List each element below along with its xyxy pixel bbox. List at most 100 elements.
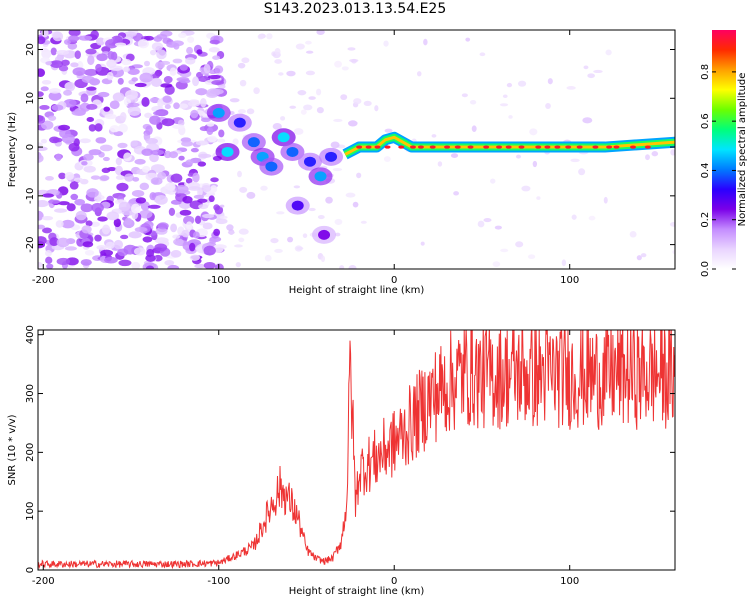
noise-speck <box>238 237 245 243</box>
noise-speck <box>188 186 201 191</box>
noise-speck <box>145 254 156 262</box>
noise-speck <box>86 103 98 110</box>
noise-speck <box>218 84 226 89</box>
noise-speck <box>157 222 169 230</box>
noise-speck <box>70 193 79 201</box>
noise-speck <box>217 138 226 143</box>
noise-speck <box>201 184 212 193</box>
cluster-core <box>221 146 234 157</box>
noise-speck <box>94 234 102 242</box>
noise-speck <box>50 47 57 56</box>
noise-speck <box>582 117 593 124</box>
noise-speck <box>106 71 114 81</box>
noise-speck <box>636 255 642 261</box>
noise-speck <box>163 150 172 159</box>
cluster-core <box>277 132 290 143</box>
noise-speck <box>113 218 122 228</box>
noise-speck <box>194 263 206 269</box>
noise-speck <box>164 182 176 191</box>
noise-speck <box>246 191 256 199</box>
noise-speck <box>63 39 71 45</box>
noise-speck <box>651 151 659 157</box>
noise-speck <box>119 111 127 122</box>
noise-speck <box>96 53 108 62</box>
noise-speck <box>47 199 61 204</box>
noise-speck <box>49 60 64 69</box>
colorbar-label: Normalized spectral amplitude <box>737 73 748 227</box>
ridge-peak <box>518 145 525 149</box>
noise-speck <box>185 221 193 230</box>
noise-speck <box>38 146 48 151</box>
ridge-peak <box>554 145 561 149</box>
noise-speck <box>55 220 64 228</box>
noise-speck <box>117 77 124 85</box>
noise-speck <box>629 230 637 238</box>
noise-speck <box>293 128 304 135</box>
cluster-core <box>247 137 260 148</box>
noise-speck <box>93 196 102 202</box>
noise-speck <box>80 203 94 213</box>
noise-speck <box>348 120 358 127</box>
noise-speck <box>203 63 211 74</box>
noise-speck <box>317 215 325 220</box>
noise-speck <box>341 66 349 71</box>
snr-line <box>38 330 675 570</box>
noise-speck <box>305 40 312 45</box>
noise-speck <box>545 102 551 109</box>
noise-speck <box>103 106 111 112</box>
noise-speck <box>383 156 391 162</box>
noise-speck <box>130 140 139 147</box>
ridge-peak <box>483 145 490 149</box>
noise-speck <box>83 165 96 173</box>
noise-speck <box>85 48 97 55</box>
noise-speck <box>383 40 389 47</box>
noise-speck <box>38 68 46 77</box>
noise-speck <box>121 58 132 66</box>
snr-plot-area <box>38 330 675 570</box>
noise-speck <box>99 144 113 152</box>
noise-speck <box>141 165 151 173</box>
noise-speck <box>257 34 264 40</box>
noise-speck <box>334 60 342 68</box>
spectrogram-y-tick-label: 0 <box>25 144 36 150</box>
noise-speck <box>188 242 196 252</box>
noise-speck <box>190 109 199 119</box>
noise-speck <box>192 231 200 239</box>
noise-speck <box>330 141 340 149</box>
noise-speck <box>185 159 194 165</box>
noise-speck <box>41 215 54 221</box>
noise-speck <box>578 168 586 176</box>
snr-x-tick-label: 0 <box>391 576 397 587</box>
noise-speck <box>272 122 282 130</box>
noise-speck <box>308 96 316 100</box>
noise-speck <box>168 207 176 217</box>
ridge-peak <box>398 145 405 149</box>
noise-speck <box>195 140 209 146</box>
noise-speck <box>384 128 393 133</box>
noise-speck <box>150 177 163 185</box>
noise-speck <box>218 129 225 138</box>
cluster-core <box>314 171 327 182</box>
noise-speck <box>202 213 215 219</box>
noise-speck <box>46 263 54 269</box>
noise-speck <box>195 88 208 96</box>
noise-speck <box>333 118 343 122</box>
noise-speck <box>206 121 215 127</box>
noise-speck <box>169 67 177 76</box>
snr-y-tick-label: 300 <box>25 384 36 403</box>
noise-speck <box>587 73 595 79</box>
noise-speck <box>113 239 123 250</box>
noise-speck <box>182 196 193 204</box>
noise-speck <box>61 59 70 66</box>
noise-speck <box>316 30 325 36</box>
noise-speck <box>172 124 185 129</box>
colorbar: 0.0 0.2 0.4 0.6 0.8 Normalized spectral ampl… <box>700 30 748 277</box>
noise-speck <box>207 74 221 80</box>
snr-x-tick-label: -100 <box>207 576 230 587</box>
noise-speck <box>160 83 173 88</box>
noise-speck <box>479 52 486 57</box>
noise-speck <box>170 223 178 233</box>
noise-speck <box>58 172 66 180</box>
noise-speck <box>84 249 95 256</box>
